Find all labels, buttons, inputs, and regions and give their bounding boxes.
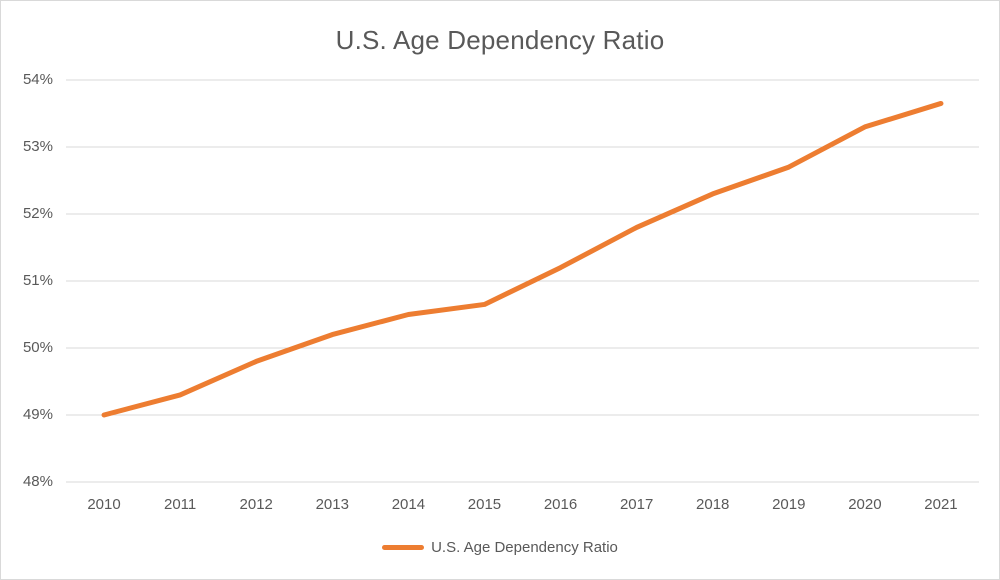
legend-line-swatch [382, 545, 425, 550]
legend-series-label: U.S. Age Dependency Ratio [431, 539, 618, 556]
chart-title: U.S. Age Dependency Ratio [335, 25, 665, 55]
legend: U.S. Age Dependency Ratio [1, 539, 999, 556]
series-line [101, 100, 944, 418]
